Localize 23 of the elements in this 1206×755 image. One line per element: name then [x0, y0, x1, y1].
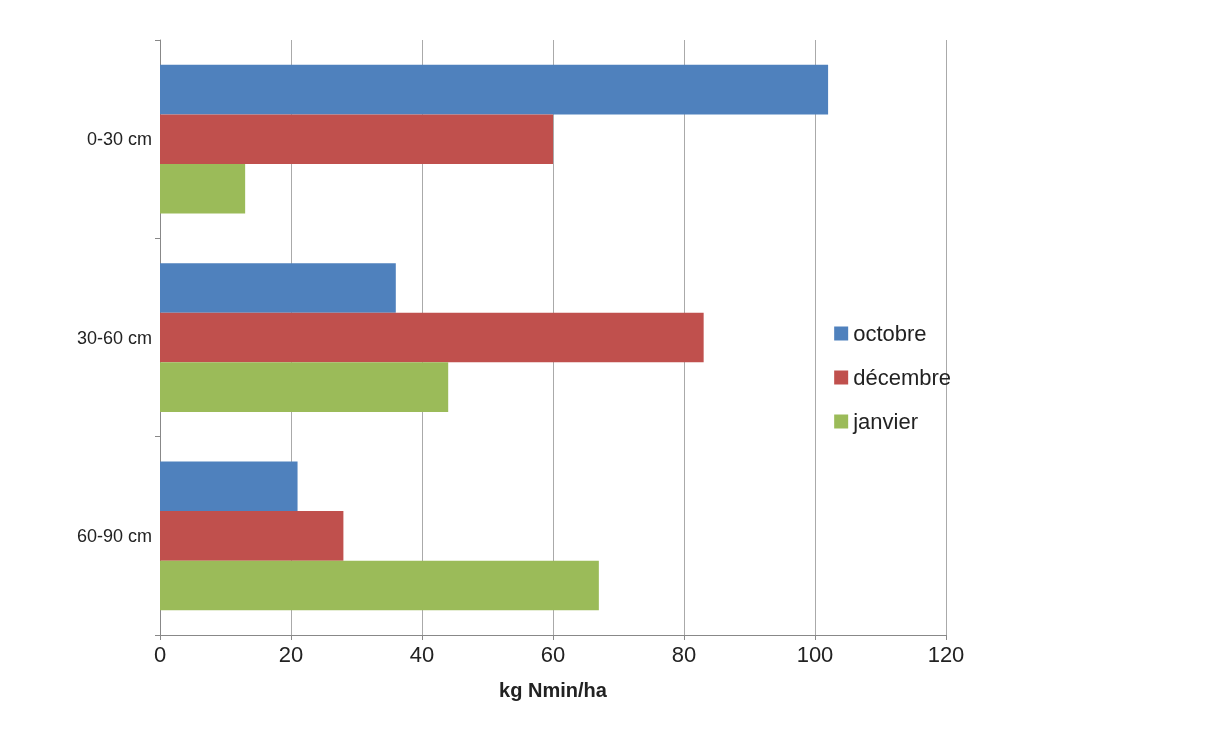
bar — [160, 163, 246, 214]
legend-label: janvier — [852, 409, 918, 434]
x-axis-title: kg Nmin/ha — [499, 679, 608, 701]
x-tick-label: 0 — [153, 641, 167, 667]
x-tick-label: 100 — [796, 641, 834, 667]
bar — [160, 461, 298, 512]
x-tick-label: 40 — [409, 641, 435, 667]
legend-label: octobre — [853, 321, 927, 346]
bar — [160, 64, 829, 115]
x-tick-label: 20 — [278, 641, 304, 667]
legend-label: décembre — [853, 365, 952, 390]
y-tick-label: 30-60 cm — [76, 327, 152, 348]
bar — [160, 263, 396, 313]
bar — [160, 362, 449, 412]
x-tick-label: 80 — [671, 641, 697, 667]
x-tick-label: 60 — [540, 641, 566, 667]
bar — [160, 312, 704, 363]
bar — [160, 560, 599, 611]
bar — [160, 511, 344, 561]
y-tick-label: 60-90 cm — [76, 525, 152, 546]
bar — [160, 114, 553, 164]
y-tick-label: 0-30 cm — [86, 129, 152, 150]
x-tick-label: 120 — [927, 641, 965, 667]
